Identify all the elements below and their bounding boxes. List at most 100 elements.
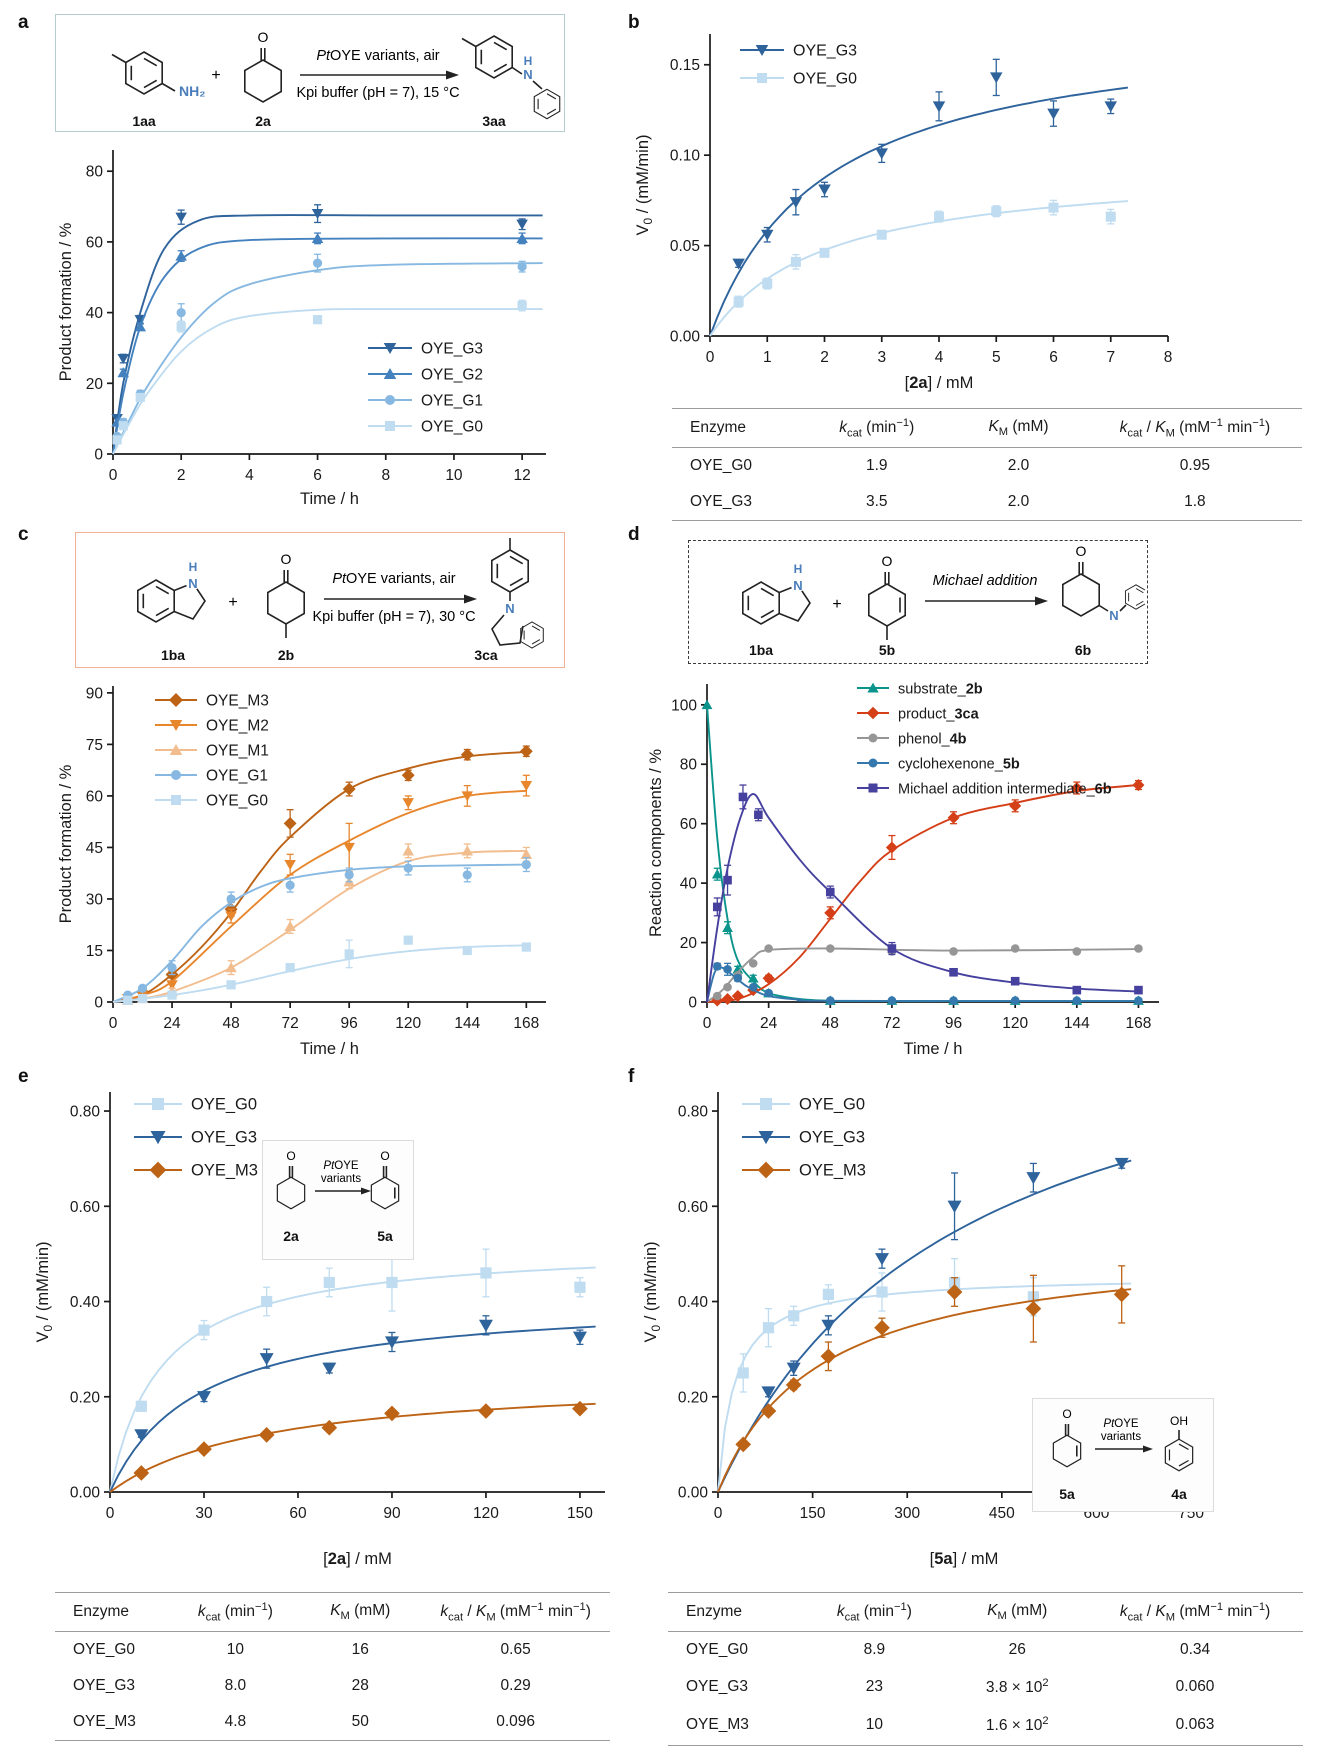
carbonyl-o-label: O: [882, 553, 893, 569]
svg-text:6: 6: [313, 467, 322, 484]
table-cell: 0.063: [1175, 1716, 1215, 1734]
table-cell: 0.060: [1175, 1678, 1215, 1696]
inset-conditions-1: PtOYE: [1103, 1418, 1138, 1430]
kinetics-table-e: Enzyme kcat (min−1) KM (mM) kcat / KM (mM−1…: [55, 1592, 610, 1741]
table-cell: OYE_G0: [73, 1641, 136, 1659]
svg-text:80: 80: [680, 757, 698, 774]
table-row: OYE_G3 8.0 28 0.29: [55, 1668, 610, 1704]
svg-text:0.80: 0.80: [678, 1104, 709, 1121]
table-cell: 0.096: [496, 1713, 536, 1731]
svg-text:5: 5: [992, 349, 1001, 366]
inset-scheme-2a-5a: O PtOYE variants O 2a 5a: [262, 1140, 414, 1260]
svg-text:0: 0: [94, 447, 103, 464]
svg-text:90: 90: [383, 1505, 401, 1522]
svg-text:0.40: 0.40: [678, 1294, 709, 1311]
series-oye-g0: [709, 199, 1128, 337]
molecule-6b: [1062, 562, 1148, 617]
kinetics-table-b: Enzyme kcat (min−1) KM (mM) kcat / KM (mM−1…: [672, 408, 1302, 521]
carbonyl-o-label: O: [1076, 543, 1087, 559]
reaction-arrow: [925, 596, 1048, 606]
table-header-cell: KM (mM): [988, 418, 1049, 439]
svg-text:cyclohexenone_5b: cyclohexenone_5b: [898, 757, 1020, 773]
table-cell: 10: [226, 1641, 244, 1659]
table-cell: OYE_G0: [686, 1641, 749, 1659]
arrow-label: Michael addition: [933, 573, 1038, 589]
series-oye-g1: [112, 857, 531, 1003]
carbonyl-o-label: O: [281, 551, 292, 567]
svg-text:V0 / (mM/min): V0 / (mM/min): [34, 1241, 55, 1342]
table-header-cell: kcat / KM (mM−1 min−1): [1119, 417, 1271, 440]
svg-text:30: 30: [86, 891, 104, 908]
table-cell: 0.95: [1179, 457, 1210, 475]
svg-text:120: 120: [1002, 1015, 1028, 1032]
reaction-scheme-d: N H + O Michael addition O: [688, 540, 1148, 664]
panel-letter-a: a: [18, 12, 29, 33]
svg-text:0.05: 0.05: [670, 238, 700, 255]
svg-text:24: 24: [163, 1015, 181, 1032]
indoline-h-label: H: [794, 562, 803, 576]
table-cell: 1.8: [1184, 493, 1206, 511]
svg-text:substrate_2b: substrate_2b: [898, 682, 983, 698]
svg-text:30: 30: [195, 1505, 213, 1522]
reaction-arrow: [1095, 1445, 1153, 1453]
svg-text:[2a] / mM: [2a] / mM: [323, 1550, 392, 1568]
svg-text:60: 60: [289, 1505, 307, 1522]
molecule-1aa: [111, 51, 176, 95]
compound-label-6b: 6b: [1075, 642, 1091, 658]
svg-text:0.10: 0.10: [670, 148, 701, 165]
table-cell: 0.29: [500, 1677, 531, 1695]
table-cell: OYE_M3: [73, 1713, 136, 1731]
nh-h-label: H: [524, 54, 533, 68]
svg-text:6: 6: [1049, 349, 1058, 366]
table-row: OYE_M3 4.8 50 0.096: [55, 1704, 610, 1741]
reaction-scheme-c: N H + O PtOYE variants, air Kpi buffer (…: [75, 532, 565, 668]
reaction-arrow: [315, 1187, 371, 1195]
plus-sign: +: [228, 594, 237, 611]
svg-text:OYE_G0: OYE_G0: [799, 1096, 865, 1114]
compound-label-2a: 2a: [255, 113, 271, 129]
table-cell: 0.34: [1179, 1641, 1211, 1659]
table-cell: OYE_G3: [73, 1677, 136, 1695]
svg-text:OYE_G3: OYE_G3: [793, 43, 857, 60]
chart-kinetics-2a: 0.00 0.05 0.10 0.15 0 1 2 3 4 5 6 7 8 [2a] / mM V0 / (…: [634, 34, 1172, 392]
svg-text:450: 450: [989, 1505, 1015, 1522]
legend: OYE_G3 OYE_G2 OYE_G1 OYE_G0: [368, 341, 483, 436]
legend: substrate_2b product_3ca phenol_4b cyclohex…: [857, 682, 1112, 798]
table-cell: 16: [351, 1641, 369, 1659]
table-cell: 50: [351, 1713, 369, 1731]
table-header-cell: KM (mM): [330, 1602, 391, 1623]
table-cell: 28: [351, 1677, 369, 1695]
table-cell: 2.0: [1007, 457, 1030, 475]
reaction-scheme-a: NH₂ + O PtOYE variants, air Kpi buffer (…: [55, 14, 565, 132]
compound-label-5a: 5a: [1059, 1486, 1075, 1502]
series-oye-m3: [717, 1265, 1132, 1493]
svg-text:Time / h: Time / h: [904, 1040, 963, 1058]
inset-conditions-1: PtOYE: [323, 1160, 358, 1172]
svg-text:48: 48: [222, 1015, 239, 1032]
svg-text:90: 90: [86, 685, 104, 702]
svg-text:OYE_M3: OYE_M3: [206, 693, 269, 710]
svg-text:0.20: 0.20: [70, 1389, 101, 1406]
carbonyl-o-label: O: [380, 1149, 389, 1163]
svg-text:Michael addition intermediate_: Michael addition intermediate_6b: [898, 782, 1112, 798]
inset-f-drawing: O PtOYE variants OH 5a 4a: [1052, 1407, 1194, 1502]
carbonyl-o-label: O: [258, 29, 269, 45]
amine-group-label: NH₂: [179, 83, 205, 99]
table-row: OYE_G3 23 3.8 × 102 0.060: [668, 1668, 1303, 1706]
scheme-d-drawing: N H + O Michael addition O: [741, 543, 1148, 658]
svg-text:1: 1: [763, 349, 772, 366]
carbonyl-o-label: O: [1062, 1407, 1071, 1421]
series-oye-m3: [109, 1400, 596, 1493]
svg-text:Product formation / %: Product formation / %: [57, 222, 75, 381]
table-cell: 0.65: [500, 1641, 531, 1659]
svg-text:OYE_G1: OYE_G1: [206, 768, 268, 785]
svg-text:72: 72: [883, 1015, 900, 1032]
svg-text:0: 0: [714, 1505, 723, 1522]
svg-text:OYE_G0: OYE_G0: [421, 419, 483, 436]
inset-conditions-2: variants: [1101, 1431, 1142, 1443]
compound-label-3aa: 3aa: [482, 113, 506, 129]
compound-label-1aa: 1aa: [132, 113, 156, 129]
svg-text:168: 168: [1126, 1015, 1152, 1032]
svg-text:144: 144: [454, 1015, 480, 1032]
svg-text:40: 40: [86, 305, 104, 322]
